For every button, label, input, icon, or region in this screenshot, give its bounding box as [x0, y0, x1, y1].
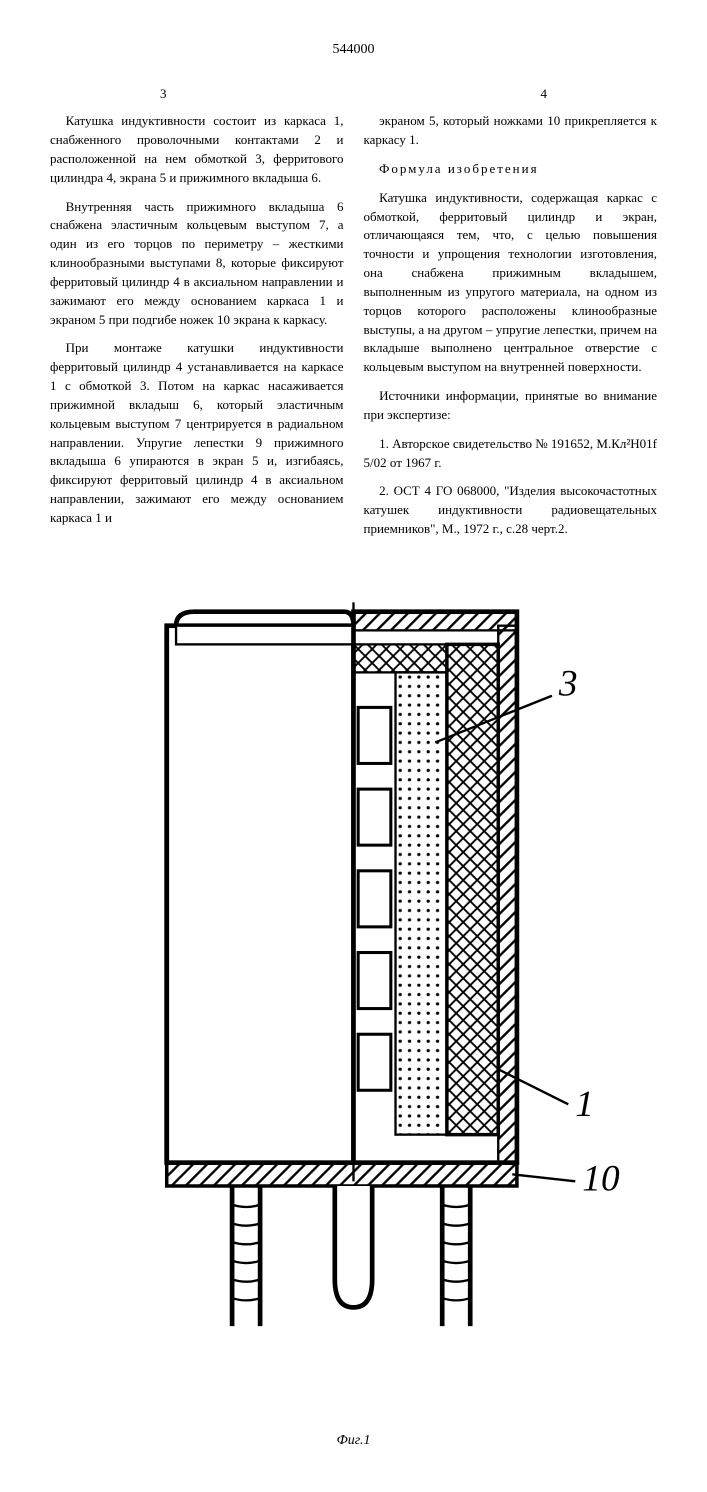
figure-caption: Фиг.1	[50, 1431, 657, 1451]
figure-1: 3 1 10 Фиг.1	[50, 579, 657, 1452]
right-para-2: Катушка индуктивности, содержащая каркас…	[364, 189, 658, 377]
right-para-4: 2. ОСТ 4 ГО 068000, "Изделия высокочасто…	[364, 482, 658, 539]
left-column: Катушка индуктивности состоит из каркаса…	[50, 112, 344, 549]
left-para-2: Внутренняя часть прижимного вкладыша 6 с…	[50, 198, 344, 330]
label-1: 1	[575, 1084, 594, 1125]
right-para-3: 1. Авторское свидетельство № 191652, М.К…	[364, 435, 658, 473]
right-para-1: экраном 5, который ножками 10 прикрепляе…	[364, 112, 658, 150]
page-num-right: 4	[541, 85, 548, 104]
refs-header: Источники информации, принятые во вниман…	[364, 387, 658, 425]
text-columns: Катушка индуктивности состоит из каркаса…	[50, 112, 657, 549]
page-num-left: 3	[160, 85, 167, 104]
claims-header: Формула изобретения	[364, 160, 658, 179]
label-10: 10	[582, 1159, 620, 1200]
label-3: 3	[558, 664, 578, 705]
inductor-diagram: 3 1 10	[50, 579, 657, 1419]
page-numbers: 3 4	[50, 85, 657, 104]
document-number: 544000	[50, 40, 657, 60]
right-column: экраном 5, который ножками 10 прикрепляе…	[364, 112, 658, 549]
left-para-1: Катушка индуктивности состоит из каркаса…	[50, 112, 344, 187]
left-para-3: При монтаже катушки индуктивности феррит…	[50, 339, 344, 527]
